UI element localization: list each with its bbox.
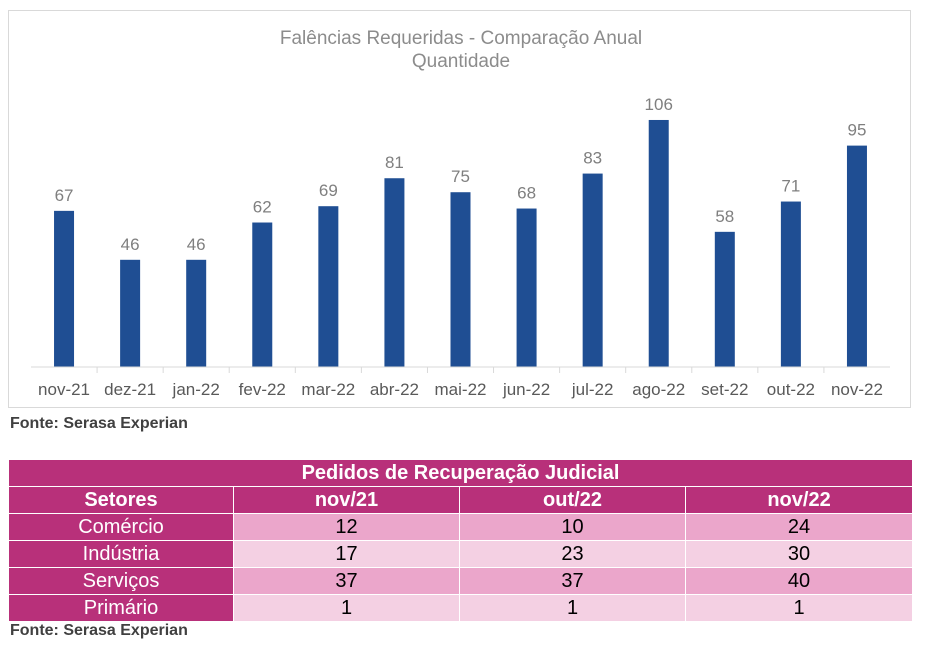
tick-label-nov-21: nov-21 <box>38 380 90 399</box>
tick-label-jul-22: jul-22 <box>571 380 614 399</box>
sector-cell: Primário <box>8 594 234 622</box>
value-cell: 1 <box>233 594 460 622</box>
value-cell: 10 <box>459 513 686 541</box>
data-label-jun-22: 68 <box>517 184 536 203</box>
data-label-out-22: 71 <box>781 177 800 196</box>
table-row: Indústria 17 23 30 <box>8 540 914 568</box>
chart-title: Falências Requeridas - Comparação Anual <box>280 28 642 49</box>
bar-mar-22 <box>318 206 339 367</box>
tick-label-jun-22: jun-22 <box>502 380 550 399</box>
bar-fev-22 <box>252 222 273 367</box>
tick-label-fev-22: fev-22 <box>239 380 286 399</box>
column-header: Setores <box>8 486 234 514</box>
data-label-fev-22: 62 <box>253 198 272 217</box>
table-header-row: Setores nov/21 out/22 nov/22 <box>8 486 914 514</box>
table-source-note: Fonte: Serasa Experian <box>10 622 188 639</box>
tick-label-nov-22: nov-22 <box>831 380 883 399</box>
bar-jul-22 <box>582 173 603 367</box>
data-label-jan-22: 46 <box>187 235 206 254</box>
value-cell: 24 <box>684 513 914 541</box>
data-label-set-22: 58 <box>715 207 734 226</box>
bar-nov-21 <box>54 210 75 367</box>
data-label-dez-21: 46 <box>121 235 140 254</box>
table-title-row: Pedidos de Recuperação Judicial <box>7 459 914 487</box>
tick-label-ago-22: ago-22 <box>632 380 685 399</box>
value-cell: 23 <box>459 540 686 568</box>
tick-label-set-22: set-22 <box>701 380 748 399</box>
recuperacao-judicial-table: Pedidos de Recuperação Judicial Setores … <box>7 459 914 622</box>
x-axis-ticks: nov-21 dez-21 jan-22 fev-22 mar-22 abr-22 mai-… <box>38 367 883 399</box>
bar-out-22 <box>780 201 801 367</box>
value-cell: 1 <box>459 594 686 622</box>
tick-label-mai-22: mai-22 <box>435 380 487 399</box>
value-cell: 37 <box>459 567 686 595</box>
table-row: Primário 1 1 1 <box>8 594 914 622</box>
bar-chart: Falências Requeridas - Comparação Anual … <box>31 28 890 399</box>
table-row: Serviços 37 37 40 <box>8 567 914 595</box>
value-cell: 17 <box>233 540 460 568</box>
bar-jan-22 <box>186 259 207 367</box>
value-cell: 30 <box>684 540 914 568</box>
tick-label-abr-22: abr-22 <box>370 380 419 399</box>
bar-mai-22 <box>450 192 471 367</box>
table-title: Pedidos de Recuperação Judicial <box>7 459 914 487</box>
chart-source-note: Fonte: Serasa Experian <box>10 415 188 432</box>
column-header: nov/22 <box>684 486 914 514</box>
column-header: nov/21 <box>233 486 460 514</box>
column-header: out/22 <box>459 486 686 514</box>
bar-set-22 <box>714 231 735 367</box>
tick-label-dez-21: dez-21 <box>104 380 156 399</box>
bar-nov-22 <box>846 145 867 367</box>
value-cell: 1 <box>684 594 914 622</box>
sector-cell: Comércio <box>8 513 234 541</box>
data-label-nov-22: 95 <box>848 121 867 140</box>
value-cell: 40 <box>684 567 914 595</box>
bar-ago-22 <box>648 119 669 368</box>
sector-cell: Indústria <box>8 540 234 568</box>
tick-label-out-22: out-22 <box>767 380 815 399</box>
data-label-mar-22: 69 <box>319 181 338 200</box>
bar-jun-22 <box>516 208 537 367</box>
value-cell: 37 <box>233 567 460 595</box>
bar-dez-21 <box>120 259 141 367</box>
chart-frame: Falências Requeridas - Comparação Anual … <box>8 10 911 408</box>
bar-abr-22 <box>384 178 405 367</box>
data-label-abr-22: 81 <box>385 153 404 172</box>
data-label-jul-22: 83 <box>583 149 602 168</box>
bars-layer: 67 46 46 62 69 81 75 68 83 106 58 71 95 <box>54 95 867 368</box>
value-cell: 12 <box>233 513 460 541</box>
data-label-mai-22: 75 <box>451 167 470 186</box>
sector-cell: Serviços <box>8 567 234 595</box>
table-row: Comércio 12 10 24 <box>8 513 914 541</box>
tick-label-mar-22: mar-22 <box>301 380 355 399</box>
data-label-ago-22: 106 <box>645 95 673 114</box>
chart-subtitle: Quantidade <box>412 51 510 72</box>
tick-label-jan-22: jan-22 <box>172 380 220 399</box>
data-label-nov-21: 67 <box>55 186 74 205</box>
